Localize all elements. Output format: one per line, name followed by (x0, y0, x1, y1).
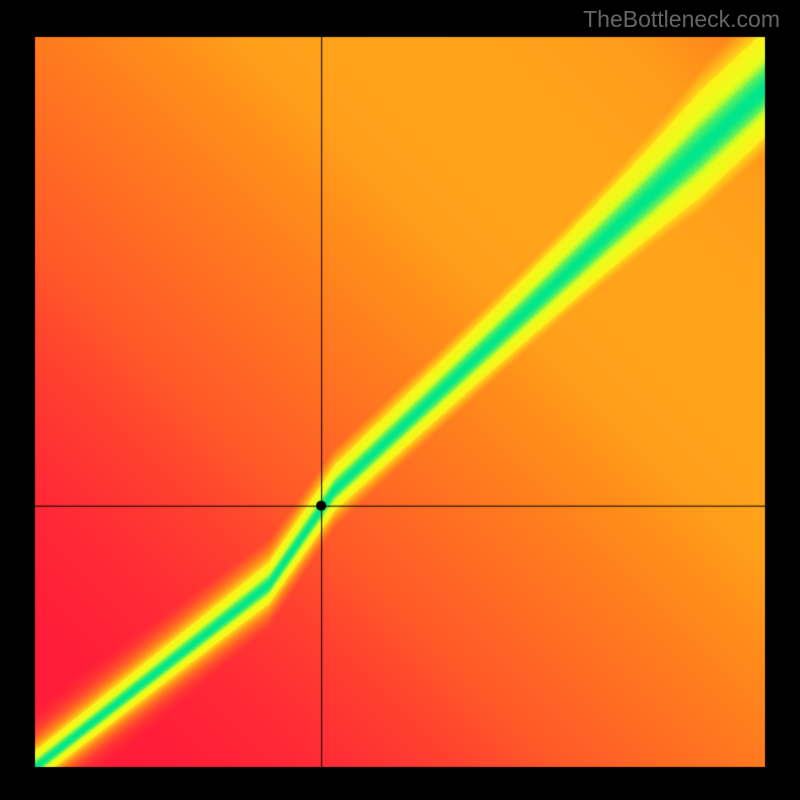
chart-container: TheBottleneck.com (0, 0, 800, 800)
watermark-text: TheBottleneck.com (583, 6, 780, 33)
bottleneck-heatmap (0, 0, 800, 800)
